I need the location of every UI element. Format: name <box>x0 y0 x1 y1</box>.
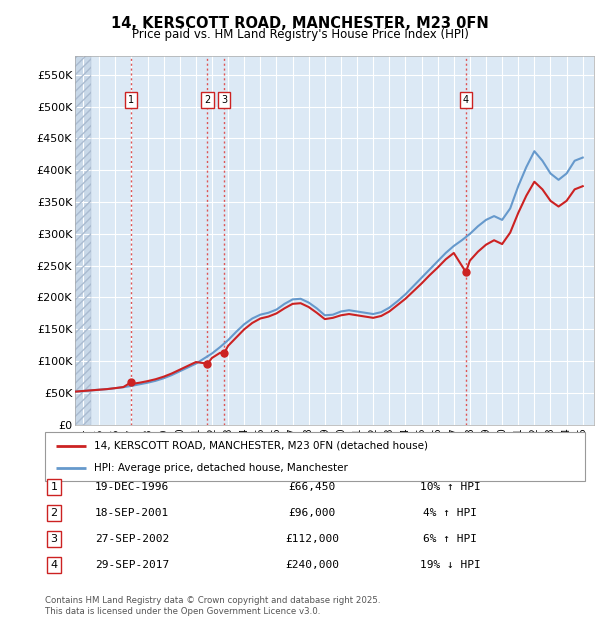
FancyBboxPatch shape <box>45 432 585 480</box>
Text: 19% ↓ HPI: 19% ↓ HPI <box>419 560 481 570</box>
Text: Price paid vs. HM Land Registry's House Price Index (HPI): Price paid vs. HM Land Registry's House … <box>131 28 469 41</box>
Text: 6% ↑ HPI: 6% ↑ HPI <box>423 534 477 544</box>
Text: £66,450: £66,450 <box>289 482 335 492</box>
Text: 4% ↑ HPI: 4% ↑ HPI <box>423 508 477 518</box>
Text: 3: 3 <box>221 95 227 105</box>
Text: 1: 1 <box>128 95 134 105</box>
Text: 10% ↑ HPI: 10% ↑ HPI <box>419 482 481 492</box>
Text: 27-SEP-2002: 27-SEP-2002 <box>95 534 169 544</box>
Text: £96,000: £96,000 <box>289 508 335 518</box>
Text: 14, KERSCOTT ROAD, MANCHESTER, M23 0FN (detached house): 14, KERSCOTT ROAD, MANCHESTER, M23 0FN (… <box>94 441 428 451</box>
Text: Contains HM Land Registry data © Crown copyright and database right 2025.
This d: Contains HM Land Registry data © Crown c… <box>45 596 380 616</box>
Text: 2: 2 <box>50 508 58 518</box>
Text: 18-SEP-2001: 18-SEP-2001 <box>95 508 169 518</box>
Text: 29-SEP-2017: 29-SEP-2017 <box>95 560 169 570</box>
Text: 1: 1 <box>50 482 58 492</box>
Text: 2: 2 <box>205 95 211 105</box>
Text: £240,000: £240,000 <box>285 560 339 570</box>
Text: 4: 4 <box>50 560 58 570</box>
Text: 14, KERSCOTT ROAD, MANCHESTER, M23 0FN: 14, KERSCOTT ROAD, MANCHESTER, M23 0FN <box>111 16 489 31</box>
Text: £112,000: £112,000 <box>285 534 339 544</box>
Text: 3: 3 <box>50 534 58 544</box>
Text: 19-DEC-1996: 19-DEC-1996 <box>95 482 169 492</box>
Text: HPI: Average price, detached house, Manchester: HPI: Average price, detached house, Manc… <box>94 463 347 473</box>
Text: 4: 4 <box>463 95 469 105</box>
